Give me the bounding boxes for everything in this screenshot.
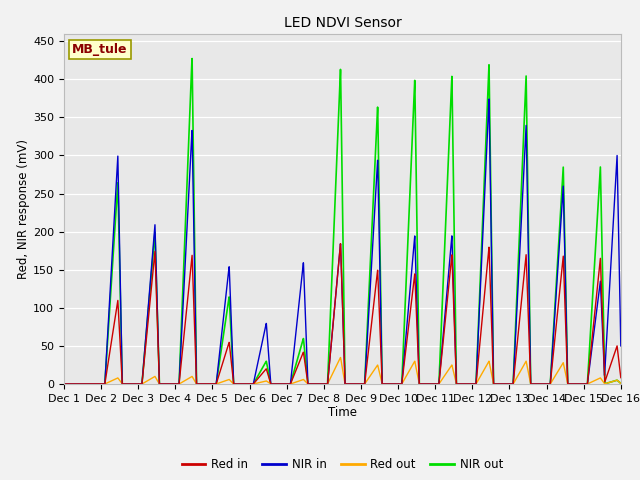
Title: LED NDVI Sensor: LED NDVI Sensor [284,16,401,30]
Y-axis label: Red, NIR response (mV): Red, NIR response (mV) [17,139,30,279]
Text: MB_tule: MB_tule [72,43,128,56]
Legend: Red in, NIR in, Red out, NIR out: Red in, NIR in, Red out, NIR out [177,454,508,476]
X-axis label: Time: Time [328,407,357,420]
